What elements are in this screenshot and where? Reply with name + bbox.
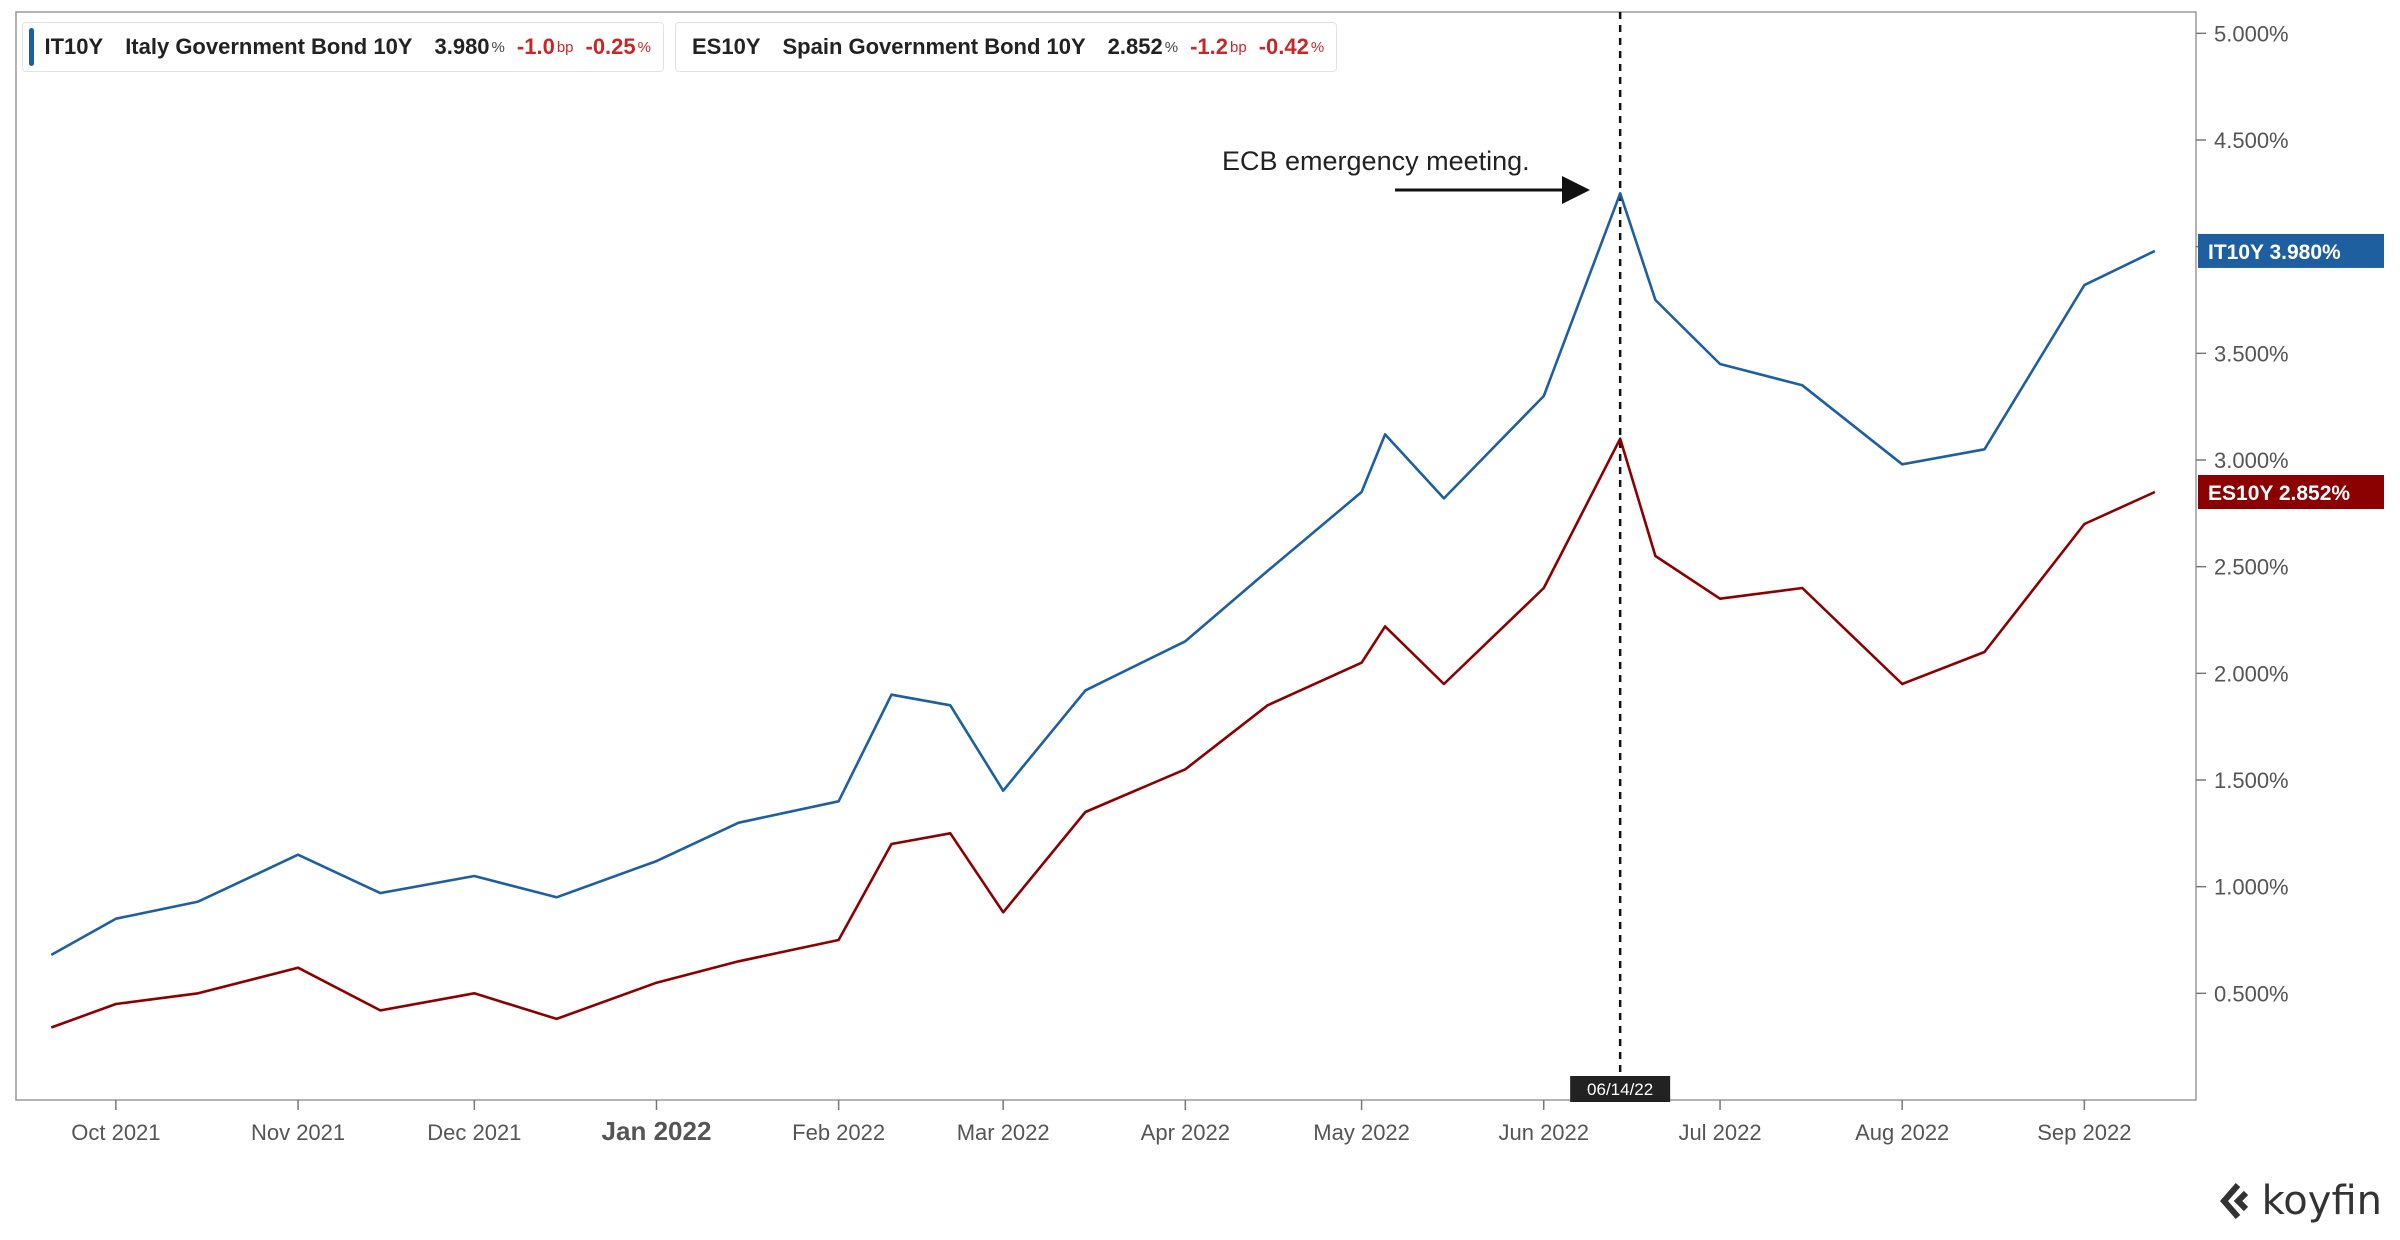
legend-value-unit: %	[1164, 38, 1179, 56]
x-tick-label: Jul 2022	[1678, 1120, 1761, 1145]
koyfin-logo: koyfin	[2212, 1178, 2382, 1224]
marker-date-badge	[1570, 1076, 1671, 1102]
legend-name: Spain Government Bond 10Y	[782, 34, 1086, 59]
legend-ticker: IT10Y	[44, 34, 104, 59]
legend-value-unit: %	[491, 38, 505, 56]
x-tick-label: Jan 2022	[602, 1116, 712, 1146]
x-tick-label: Oct 2021	[71, 1120, 160, 1145]
legend-change: -1.0	[516, 34, 555, 59]
y-tick-label: 3.000%	[2214, 448, 2289, 473]
y-tick-label: 2.500%	[2214, 555, 2289, 580]
y-tick-label: 0.500%	[2214, 981, 2289, 1006]
y-tick-label: 3.500%	[2214, 341, 2289, 366]
marker-date-label: 06/14/22	[1587, 1080, 1653, 1099]
plot-frame	[15, 11, 2197, 1101]
last-value-label: ES10Y 2.852%	[2208, 482, 2350, 505]
y-tick-label: 1.000%	[2214, 875, 2289, 900]
legend-value: 2.852	[1107, 34, 1163, 59]
legend-name: Italy Government Bond 10Y	[125, 34, 413, 59]
brand-name: koyfin	[2261, 1178, 2382, 1224]
legend-change-unit: bp	[1230, 38, 1247, 56]
series-line-es10y	[50, 437, 2156, 1029]
x-tick-label: Nov 2021	[251, 1120, 345, 1145]
legend-pct: -0.25	[585, 34, 636, 59]
x-tick-label: Mar 2022	[957, 1120, 1050, 1145]
x-tick-label: May 2022	[1313, 1120, 1410, 1145]
x-tick-label: Aug 2022	[1855, 1120, 1949, 1145]
legend-pct-unit: %	[637, 38, 651, 56]
koyfin-icon	[2219, 1183, 2248, 1219]
y-tick-label: 5.000%	[2214, 21, 2289, 46]
series-swatch	[29, 28, 35, 66]
legend-value: 3.980	[434, 34, 490, 59]
last-value-tag-es10y	[2198, 475, 2384, 509]
last-value-tag-it10y	[2198, 233, 2384, 268]
y-tick-label: 4.500%	[2214, 128, 2289, 153]
legend-change-unit: bp	[556, 38, 574, 56]
legend-change: -1.2	[1190, 34, 1228, 59]
legend-pct-unit: %	[1310, 38, 1325, 56]
x-tick-label: Sep 2022	[2037, 1120, 2131, 1145]
x-tick-label: Feb 2022	[792, 1120, 885, 1145]
x-tick-label: Jun 2022	[1498, 1120, 1589, 1145]
legend-ticker: ES10Y	[692, 34, 761, 59]
annotation-arrow-head	[1562, 176, 1590, 204]
legend-item-it10y[interactable]: IT10Y Italy Government Bond 10Y 3.980 % …	[22, 22, 664, 72]
legend-item-es10y[interactable]: ES10Y Spain Government Bond 10Y 2.852 % …	[675, 22, 1337, 72]
annotation-text: ECB emergency meeting.	[1222, 146, 1530, 176]
series-line-it10y	[50, 192, 2156, 957]
y-tick-label: 1.500%	[2214, 768, 2289, 793]
legend-pct: -0.42	[1258, 34, 1309, 59]
x-tick-label: Apr 2022	[1141, 1120, 1230, 1145]
y-tick-label: 2.000%	[2214, 661, 2289, 686]
last-value-label: IT10Y 3.980%	[2208, 241, 2341, 264]
x-tick-label: Dec 2021	[427, 1120, 521, 1145]
